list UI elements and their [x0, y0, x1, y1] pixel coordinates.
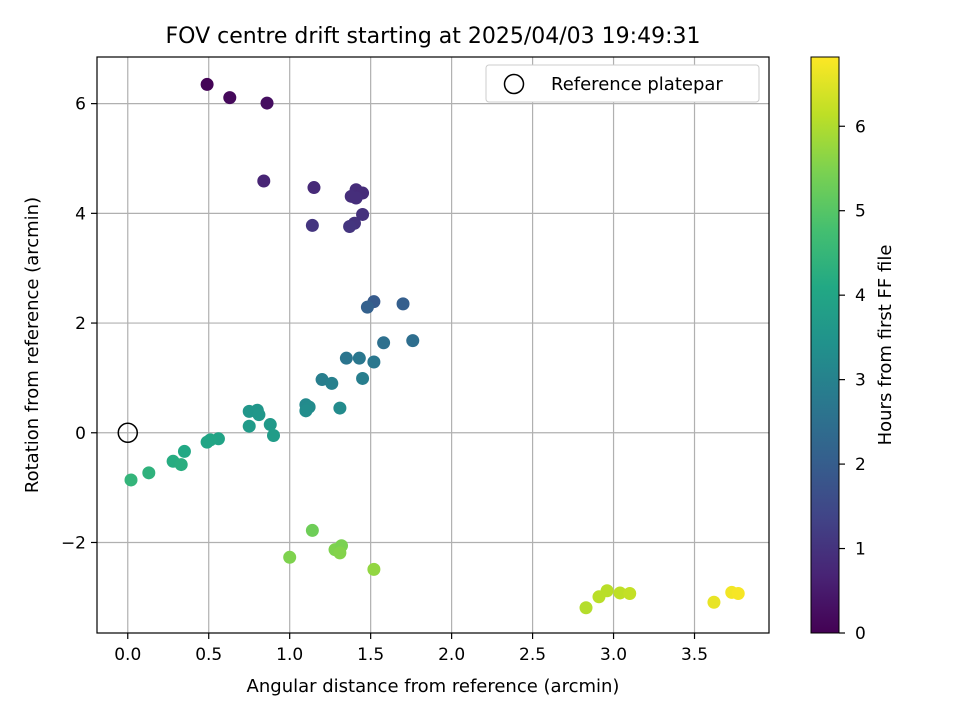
scatter-point: [349, 191, 363, 205]
scatter-point: [333, 546, 347, 560]
scatter-point: [142, 466, 156, 480]
scatter-point: [260, 96, 274, 110]
colorbar: 0 1 2 3 4 5 6 Hours from first FF file: [810, 56, 896, 644]
scatter-point: [124, 473, 138, 487]
scatter-point: [613, 586, 627, 600]
scatter-point: [360, 300, 374, 314]
x-gridlines: [127, 57, 696, 633]
legend-reference-label: Reference platepar: [551, 74, 723, 95]
scatter-point: [242, 419, 256, 433]
scatter-point: [356, 207, 370, 221]
colorbar-tick-label: 3: [855, 371, 866, 391]
x-tick-label: 1.5: [357, 645, 384, 665]
plot-frame: [96, 56, 770, 634]
chart-title: FOV centre drift starting at 2025/04/03 …: [166, 24, 701, 49]
scatter-point: [339, 351, 353, 365]
x-tick-label: 1.0: [276, 645, 303, 665]
colorbar-tick-label: 0: [855, 624, 866, 644]
scatter-point: [283, 550, 297, 564]
scatter-point: [377, 336, 391, 350]
scatter-point: [305, 218, 319, 232]
scatter-point: [299, 404, 313, 418]
scatter-point: [600, 584, 614, 598]
x-tick-label: 3.5: [681, 645, 708, 665]
scatter-point: [307, 181, 321, 195]
scatter-point: [305, 523, 319, 537]
x-tick-label: 3.0: [600, 645, 627, 665]
colorbar-tick-label: 1: [855, 540, 866, 560]
x-axis-ticks: 0.0 0.5 1.0 1.5 2.0 2.5 3.0 3.5: [114, 633, 708, 665]
y-gridlines: [97, 103, 769, 544]
scatter-point: [200, 435, 214, 449]
colorbar-label: Hours from first FF file: [875, 245, 896, 446]
legend-box: [485, 64, 760, 103]
colorbar-ticks: 0 1 2 3 4 5 6: [839, 117, 866, 644]
x-tick-label: 0.0: [114, 645, 141, 665]
scatter-point: [352, 351, 366, 365]
scatter-point: [731, 587, 745, 601]
scatter-point: [267, 429, 281, 443]
scatter-point: [406, 334, 420, 348]
scatter-point: [367, 355, 381, 369]
colorbar-tick-label: 6: [855, 117, 866, 137]
scatter-point: [263, 418, 277, 432]
colorbar-gradient: [810, 56, 840, 634]
scatter-points: [124, 77, 745, 615]
scatter-point: [177, 444, 191, 458]
x-tick-label: 2.0: [438, 645, 465, 665]
scatter-point: [623, 587, 637, 601]
scatter-point: [356, 371, 370, 385]
x-tick-label: 2.5: [519, 645, 546, 665]
y-axis-ticks: −2 0 2 4 6: [61, 95, 97, 553]
reference-platepar-marker: [117, 422, 139, 444]
scatter-point: [579, 601, 593, 615]
scatter-point: [252, 408, 266, 422]
y-tick-label: 2: [75, 314, 86, 334]
colorbar-tick-label: 4: [855, 286, 866, 306]
y-tick-label: 4: [75, 204, 86, 224]
scatter-point: [343, 220, 357, 234]
legend-reference-marker: [503, 73, 525, 95]
scatter-point: [707, 595, 721, 609]
y-tick-label: 6: [75, 95, 86, 115]
y-tick-label: 0: [75, 424, 86, 444]
colorbar-tick-label: 2: [855, 455, 866, 475]
scatter-point: [396, 297, 410, 311]
scatter-point: [200, 77, 214, 91]
scatter-point: [333, 401, 347, 415]
scatter-point: [174, 458, 188, 472]
scatter-point: [257, 174, 271, 188]
colorbar-tick-label: 5: [855, 202, 866, 222]
x-tick-label: 0.5: [195, 645, 222, 665]
legend: Reference platepar: [485, 64, 760, 103]
y-tick-label: −2: [61, 533, 86, 553]
y-axis-label: Rotation from reference (arcmin): [22, 197, 43, 493]
scatter-point: [223, 91, 237, 105]
scatter-point: [367, 562, 381, 576]
scatter-point: [325, 376, 339, 390]
x-axis-label: Angular distance from reference (arcmin): [247, 676, 620, 697]
